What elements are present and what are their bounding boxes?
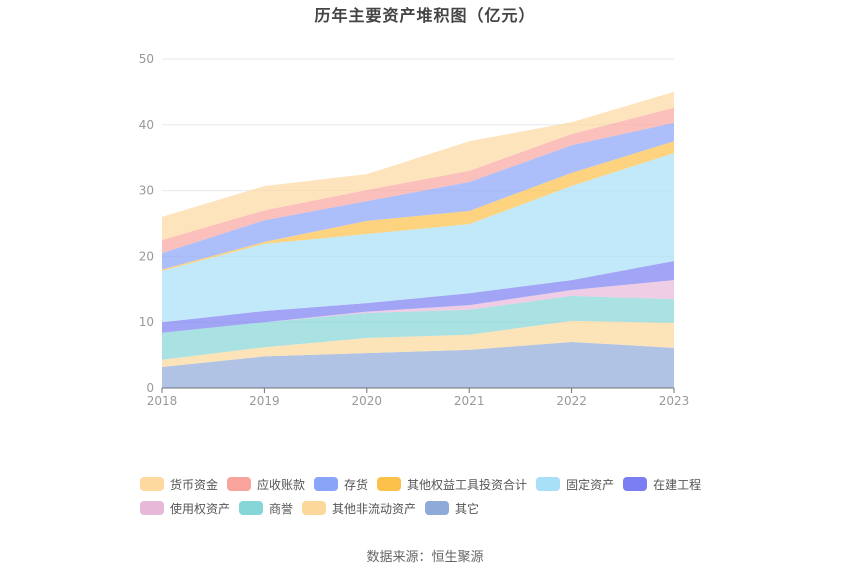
legend-item[interactable]: 其他非流动资产 xyxy=(302,500,416,517)
legend-swatch xyxy=(377,477,402,491)
legend-item[interactable]: 在建工程 xyxy=(623,476,701,493)
x-tick-label: 2022 xyxy=(556,394,587,408)
area-3 xyxy=(162,280,674,333)
legend-swatch xyxy=(623,477,648,491)
legend-label: 使用权资产 xyxy=(170,501,231,516)
y-tick-label: 40 xyxy=(139,118,154,132)
legend-swatch xyxy=(302,501,327,515)
y-tick-label: 30 xyxy=(139,184,154,198)
y-tick-label: 10 xyxy=(139,315,154,329)
legend-item[interactable]: 货币资金 xyxy=(140,476,218,493)
legend-swatch xyxy=(227,477,252,491)
legend-swatch xyxy=(140,501,164,515)
area-9 xyxy=(162,91,674,240)
legend-label: 固定资产 xyxy=(566,477,615,492)
y-tick-label: 20 xyxy=(139,249,154,263)
legend-item[interactable]: 应收账款 xyxy=(227,476,305,493)
legend-swatch xyxy=(536,477,561,491)
x-tick-label: 2021 xyxy=(454,394,485,408)
legend-label: 其它 xyxy=(455,501,480,516)
legend-swatch xyxy=(239,501,264,515)
area-7 xyxy=(162,122,674,270)
y-tick-label: 50 xyxy=(139,52,154,66)
area-2 xyxy=(162,295,674,360)
area-series xyxy=(162,91,674,388)
legend-item[interactable]: 其它 xyxy=(425,500,479,517)
legend-label: 商誉 xyxy=(269,501,294,516)
area-5 xyxy=(162,153,674,323)
x-tick-label: 2018 xyxy=(147,394,178,408)
legend: 货币资金 应收账款 存货 其他权益工具投资合计 固定资产 在建工程 使用权资产 商誉 其他非流… xyxy=(140,472,740,520)
legend-item[interactable]: 使用权资产 xyxy=(140,500,230,517)
axes: 0 10 20 30 40 50 2018 2019 2020 2021 2022 2023 xyxy=(139,52,690,408)
legend-item[interactable]: 商誉 xyxy=(239,500,293,517)
chart-title: 历年主要资产堆积图（亿元） xyxy=(314,6,536,25)
x-tick-label: 2023 xyxy=(659,394,690,408)
legend-item[interactable]: 固定资产 xyxy=(536,476,614,493)
legend-item[interactable]: 其他权益工具投资合计 xyxy=(377,476,527,493)
legend-swatch xyxy=(314,477,339,491)
legend-label: 应收账款 xyxy=(257,477,306,492)
legend-row: 货币资金 应收账款 存货 其他权益工具投资合计 固定资产 在建工程 xyxy=(140,472,740,496)
y-tick-label: 0 xyxy=(146,381,154,395)
legend-label: 在建工程 xyxy=(653,477,702,492)
legend-label: 存货 xyxy=(344,477,369,492)
legend-label: 其他权益工具投资合计 xyxy=(407,477,528,492)
legend-item[interactable]: 存货 xyxy=(314,476,368,493)
x-tick-label: 2019 xyxy=(249,394,280,408)
area-1 xyxy=(162,320,674,367)
area-4 xyxy=(162,261,674,333)
legend-swatch xyxy=(425,501,450,515)
area-6 xyxy=(162,141,674,271)
legend-label: 货币资金 xyxy=(170,477,219,492)
x-tick-label: 2020 xyxy=(352,394,383,408)
legend-label: 其他非流动资产 xyxy=(332,501,417,516)
area-0 xyxy=(162,341,674,388)
data-source: 数据来源：恒生聚源 xyxy=(366,550,484,565)
legend-swatch xyxy=(140,477,164,491)
legend-row: 使用权资产 商誉 其他非流动资产 其它 xyxy=(140,496,740,520)
